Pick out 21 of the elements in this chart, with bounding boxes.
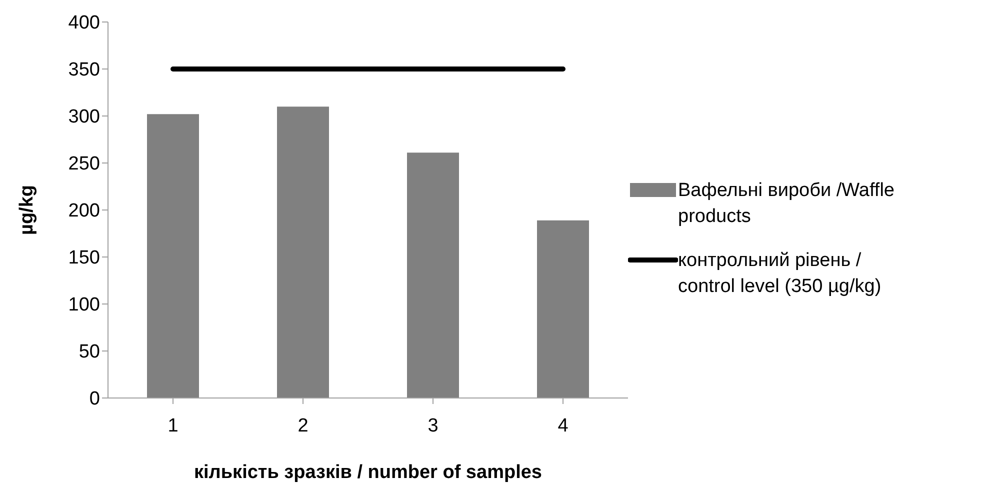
y-tick-label: 50 <box>78 342 100 363</box>
bar <box>537 220 589 398</box>
bar <box>147 114 199 398</box>
legend-label: Вафельні вироби /Waffle products <box>678 179 896 229</box>
bar <box>407 152 459 398</box>
y-tick-label: 350 <box>68 60 100 81</box>
y-tick-label: 150 <box>68 248 100 269</box>
bar <box>277 106 329 398</box>
x-tick-label: 2 <box>298 415 308 436</box>
y-tick-label: 400 <box>68 12 100 34</box>
y-tick-label: 0 <box>89 388 100 410</box>
y-axis-title: µg/kg <box>16 184 38 236</box>
legend-label: контрольний рівень / control level (350 µg/kg) <box>678 249 882 299</box>
y-tick-label: 300 <box>68 106 100 128</box>
x-tick-label: 3 <box>428 415 438 436</box>
y-tick-label: 200 <box>68 200 100 222</box>
x-tick-label: 4 <box>558 415 569 436</box>
x-tick-label: 1 <box>168 415 178 436</box>
x-axis-title: кількість зразків / number of samples <box>194 462 542 483</box>
y-tick-label: 250 <box>68 154 100 175</box>
y-tick-label: 100 <box>68 294 100 316</box>
